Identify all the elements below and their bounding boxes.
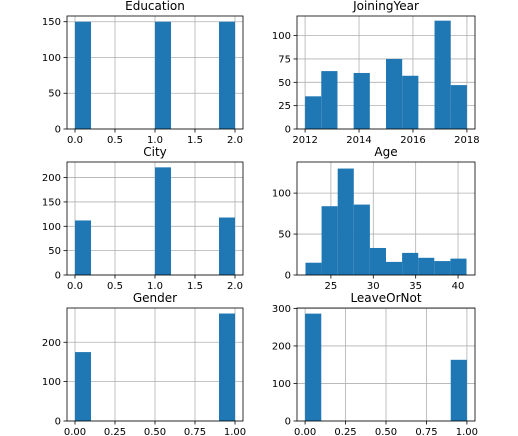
education-xtick-label: 0.5 (107, 135, 123, 146)
education-panel: 0.0 0.5 1.0 1.5 2.0 0 50 100 150 Education (42, 0, 244, 146)
leave-or-not-bar-1 (450, 359, 467, 421)
joining-year-bar-1 (321, 71, 338, 129)
city-bar-2 (219, 217, 235, 275)
leave-or-not-ytick-label: 100 (272, 379, 291, 390)
education-ytick-label: 100 (42, 53, 61, 64)
joining-year-bar-4 (402, 75, 419, 129)
age-xtick-label: 25 (325, 281, 338, 292)
city-xtick-label: 0.5 (107, 281, 123, 292)
education-xtick-label: 1.0 (147, 135, 163, 146)
leave-or-not-title: LeaveOrNot (350, 291, 421, 305)
education-xtick-label: 2.0 (227, 135, 243, 146)
leave-or-not-xtick-label: 0.75 (415, 427, 437, 436)
leave-or-not-xtick-label: 0.50 (375, 427, 397, 436)
age-xtick-label: 30 (367, 281, 380, 292)
city-xtick-label: 0.0 (67, 281, 83, 292)
age-ytick-label: 0 (285, 271, 291, 282)
leave-or-not-xtick-label: 0.00 (294, 427, 316, 436)
age-bar-7 (418, 257, 435, 275)
city-bar-0 (75, 220, 91, 275)
age-panel: 25 30 35 40 0 50 100 Age (272, 145, 476, 292)
city-ytick-label: 50 (48, 246, 61, 257)
age-bar-1 (321, 206, 338, 275)
joining-year-bar-2 (353, 72, 370, 129)
joining-year-bar-0 (305, 96, 322, 129)
leave-or-not-bar-0 (305, 313, 322, 421)
education-ytick-label: 150 (42, 17, 61, 28)
gender-ytick-label: 200 (42, 338, 61, 349)
gender-bar-0 (75, 352, 91, 421)
leave-or-not-xtick-label: 0.25 (334, 427, 356, 436)
joining-year-panel: 2012 2014 2016 2018 0 25 50 75 100 JoiningYear (272, 0, 480, 146)
age-xtick-label: 40 (452, 281, 465, 292)
city-ytick-label: 0 (55, 271, 61, 282)
leave-or-not-ytick-label: 300 (272, 304, 291, 315)
gender-ytick-label: 100 (42, 377, 61, 388)
age-ytick-label: 100 (272, 189, 291, 200)
joining-year-xtick-label: 2016 (400, 135, 425, 146)
joining-year-ytick-label: 50 (278, 78, 291, 89)
education-bar-1 (155, 21, 171, 129)
city-ytick-label: 150 (42, 197, 61, 208)
leave-or-not-panel: 0.00 0.25 0.50 0.75 1.00 0 100 200 300 LeaveOrNot (272, 291, 478, 436)
age-bar-6 (402, 252, 419, 275)
city-ytick-label: 200 (42, 173, 61, 184)
gender-bar-1 (219, 313, 235, 421)
city-ytick-label: 100 (42, 222, 61, 233)
joining-year-xtick-label: 2018 (454, 135, 479, 146)
joining-year-xtick-label: 2014 (346, 135, 371, 146)
gender-xtick-label: 0.25 (104, 427, 126, 436)
education-xtick-label: 0.0 (67, 135, 83, 146)
age-bar-4 (369, 247, 386, 275)
joining-year-bar-3 (386, 58, 403, 129)
education-bar-0 (75, 21, 91, 129)
gender-ytick-label: 0 (55, 417, 61, 428)
joining-year-bar-6 (450, 85, 467, 129)
age-bar-2 (337, 168, 354, 275)
education-ytick-label: 50 (48, 89, 61, 100)
city-title: City (143, 145, 167, 159)
joining-year-ytick-label: 0 (285, 125, 291, 136)
leave-or-not-ytick-label: 200 (272, 341, 291, 352)
age-bar-0 (305, 262, 322, 275)
education-title: Education (125, 0, 185, 13)
joining-year-title: JoiningYear (352, 0, 419, 13)
gender-panel: 0.00 0.25 0.50 0.75 1.00 0 100 200 Gender (42, 291, 246, 436)
leave-or-not-xtick-label: 1.00 (456, 427, 478, 436)
city-bar-1 (155, 167, 171, 275)
joining-year-ytick-label: 25 (278, 101, 291, 112)
education-xtick-label: 1.5 (187, 135, 203, 146)
age-bar-5 (386, 261, 403, 275)
joining-year-xtick-label: 2012 (292, 135, 317, 146)
age-bar-3 (353, 204, 370, 275)
joining-year-axes-frame (296, 15, 476, 130)
joining-year-ytick-label: 100 (272, 31, 291, 42)
gender-xtick-label: 0.50 (144, 427, 166, 436)
leave-or-not-ytick-label: 0 (285, 417, 291, 428)
age-bar-9 (450, 258, 467, 275)
education-ytick-label: 0 (55, 125, 61, 136)
gender-xtick-label: 0.75 (184, 427, 206, 436)
city-panel: 0.0 0.5 1.0 1.5 2.0 0 50 100 150 200 City (42, 145, 244, 292)
age-title: Age (374, 145, 397, 159)
joining-year-bar-5 (434, 20, 451, 130)
gender-xtick-label: 0.00 (64, 427, 86, 436)
age-ytick-label: 50 (278, 230, 291, 241)
age-bar-8 (434, 261, 451, 275)
city-xtick-label: 1.5 (187, 281, 203, 292)
gender-xtick-label: 1.00 (224, 427, 246, 436)
city-xtick-label: 2.0 (227, 281, 243, 292)
gender-title: Gender (133, 291, 177, 305)
age-axes-frame (296, 161, 476, 276)
age-xtick-label: 35 (409, 281, 422, 292)
joining-year-ytick-label: 75 (278, 54, 291, 65)
city-xtick-label: 1.0 (147, 281, 163, 292)
education-bar-2 (219, 21, 235, 129)
